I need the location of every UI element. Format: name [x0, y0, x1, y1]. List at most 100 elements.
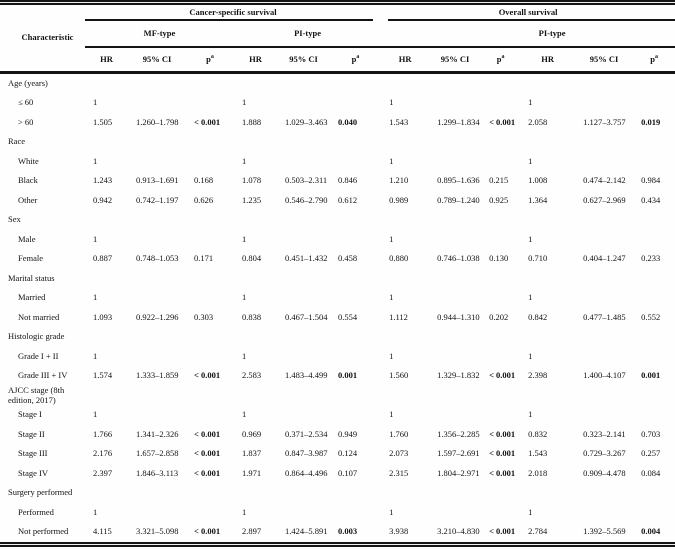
table-cell — [633, 289, 675, 309]
table-row: White 1 1 1 1 — [0, 152, 675, 172]
table-cell — [575, 269, 633, 289]
table-cell — [575, 386, 633, 406]
table-cell: 1.029–3.463 — [285, 116, 328, 127]
row-label: Stage II — [18, 428, 45, 439]
css-pi-type-header: PI-type — [234, 21, 382, 48]
p-label: p — [206, 53, 211, 64]
table-cell — [575, 484, 633, 504]
table-cell — [330, 347, 381, 367]
table-cell — [633, 152, 675, 172]
table-cell — [277, 503, 330, 523]
table-cell — [186, 230, 234, 250]
table-cell: 0.171 — [194, 253, 214, 264]
table-cell: 0.124 — [338, 448, 358, 459]
table-cell: 1 — [242, 97, 247, 108]
table-cell — [520, 269, 575, 289]
row-group-label: Surgery performed — [8, 487, 73, 498]
table-cell: 0.909–4.478 — [583, 467, 626, 478]
table-cell: 1 — [93, 155, 98, 166]
table-cell — [128, 503, 186, 523]
row-label: ≤ 60 — [18, 97, 34, 108]
table-cell — [381, 133, 429, 153]
table-cell: < 0.001 — [194, 370, 221, 381]
table-cell: 1.364 — [528, 194, 548, 205]
row-group-label: Marital status — [8, 272, 55, 283]
table-cell — [429, 230, 481, 250]
table-cell: 1.329–1.832 — [437, 370, 480, 381]
table-cell — [330, 328, 381, 348]
table-cell — [381, 269, 429, 289]
table-cell: 1 — [242, 350, 247, 361]
row-label: Black — [18, 175, 38, 186]
table-cell — [277, 73, 330, 94]
table-cell — [277, 328, 330, 348]
table-cell — [85, 328, 128, 348]
table-cell — [520, 386, 575, 406]
table-cell: 0.838 — [242, 311, 262, 322]
table-cell: 0.842 — [528, 311, 548, 322]
table-cell — [330, 289, 381, 309]
table-cell — [575, 289, 633, 309]
table-row: Age (years) — [0, 73, 675, 94]
table-cell — [277, 230, 330, 250]
table-cell: 2.897 — [242, 526, 262, 537]
table-cell — [85, 484, 128, 504]
header-row-groups: Characteristic Cancer-specific survival … — [0, 5, 675, 74]
table-cell: 0.913–1.691 — [136, 175, 179, 186]
table-cell: 0.323–2.141 — [583, 428, 626, 439]
row-label: > 60 — [18, 116, 34, 127]
table-cell — [429, 73, 481, 94]
table-cell: 0.451–1.432 — [285, 253, 328, 264]
table-cell — [330, 503, 381, 523]
table-cell — [85, 211, 128, 231]
table-cell: 0.748–1.053 — [136, 253, 179, 264]
row-label: Stage IV — [18, 467, 48, 478]
table-cell: 1 — [389, 409, 394, 420]
table-cell — [234, 211, 277, 231]
table-cell — [429, 328, 481, 348]
table-cell: 0.084 — [641, 467, 661, 478]
col-header-hr-4: HR — [520, 47, 576, 74]
table-bottom-rule — [0, 542, 675, 548]
table-cell: 0.130 — [489, 253, 509, 264]
overall-survival-header: Overall survival — [381, 5, 675, 21]
table-cell: 1 — [242, 155, 247, 166]
row-label: Male — [18, 233, 36, 244]
table-cell — [481, 328, 520, 348]
table-cell — [330, 73, 381, 94]
table-cell: 2.398 — [528, 370, 548, 381]
table-cell: 1.243 — [93, 175, 113, 186]
table-cell: 0.168 — [194, 175, 214, 186]
table-cell — [186, 347, 234, 367]
table-cell: 0.202 — [489, 311, 509, 322]
table-row: Stage III 2.176 1.657–2.858 < 0.001 1.837 0.8… — [0, 445, 675, 465]
table-cell: 1.210 — [389, 175, 409, 186]
table-cell — [277, 406, 330, 426]
table-cell: 0.552 — [641, 311, 661, 322]
table-cell: 0.474–2.142 — [583, 175, 626, 186]
table-cell — [85, 269, 128, 289]
table-cell — [633, 503, 675, 523]
table-cell: 1 — [389, 292, 394, 303]
table-cell: 0.746–1.038 — [437, 253, 480, 264]
row-label: Stage I — [18, 409, 42, 420]
table-cell: 1.804–2.971 — [437, 467, 480, 478]
table-row: Histologic grade — [0, 328, 675, 348]
row-label: Not married — [18, 311, 60, 322]
table-cell: 1.574 — [93, 370, 113, 381]
table-cell — [234, 73, 277, 94]
table-cell: 0.001 — [338, 370, 358, 381]
col-header-ci-3: 95% CI — [429, 47, 482, 74]
table-row: Female 0.887 0.748–1.053 0.171 0.804 0.451–1.… — [0, 250, 675, 270]
table-cell: 1.888 — [242, 116, 262, 127]
row-label: Married — [18, 292, 46, 303]
table-cell — [330, 406, 381, 426]
table-cell — [186, 152, 234, 172]
cancer-specific-survival-header: Cancer-specific survival — [85, 5, 382, 21]
row-group-label: Age (years) — [8, 77, 48, 88]
table-cell: 3.210–4.830 — [437, 526, 480, 537]
table-cell: 0.949 — [338, 428, 358, 439]
table-cell: 0.846 — [338, 175, 358, 186]
table-cell — [633, 133, 675, 153]
table-top-rule — [0, 0, 675, 5]
